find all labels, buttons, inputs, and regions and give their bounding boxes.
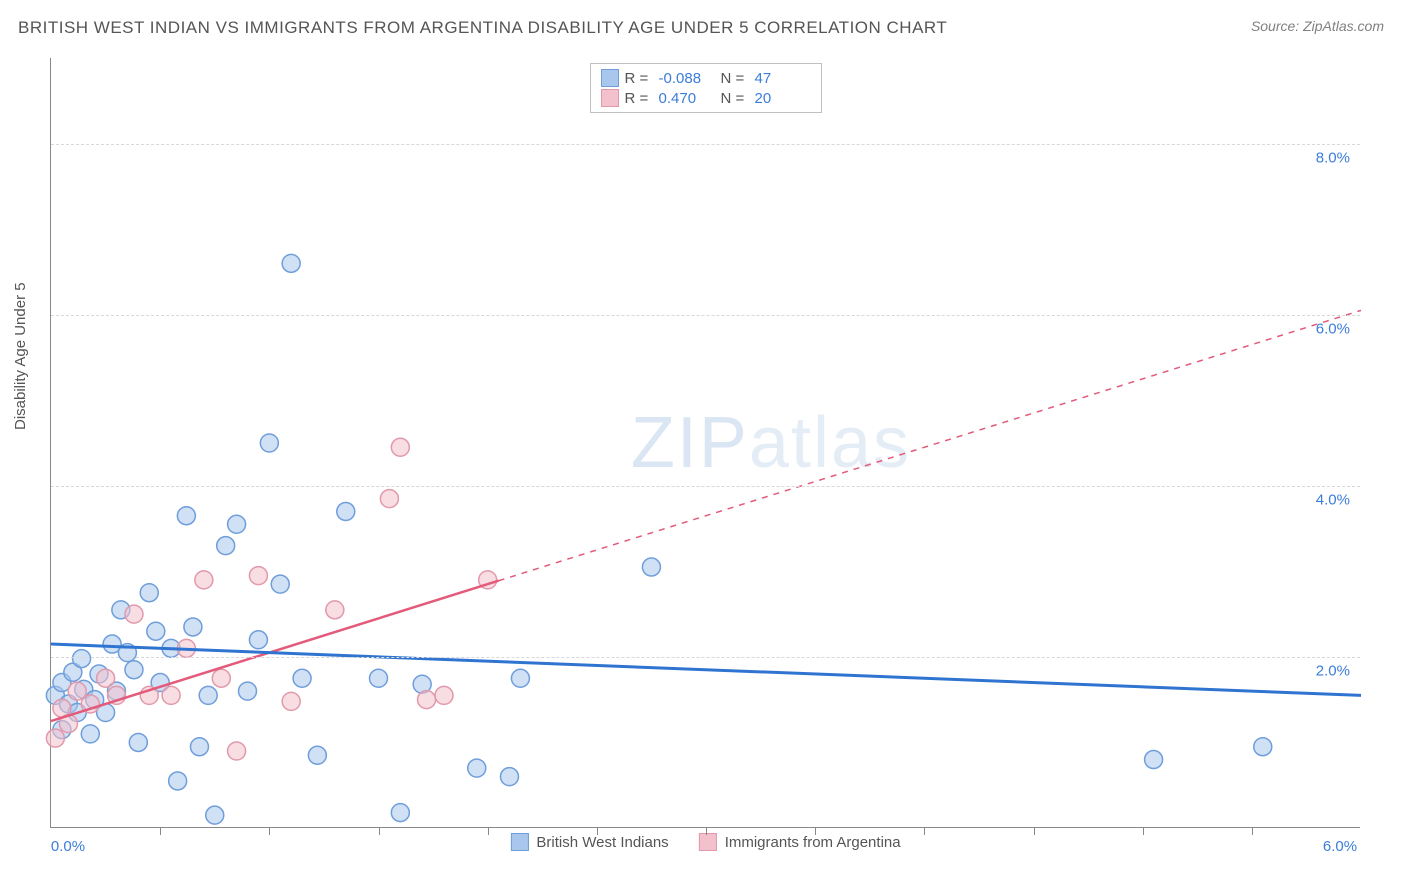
chart-title: BRITISH WEST INDIAN VS IMMIGRANTS FROM A…: [18, 18, 947, 38]
gridline: [51, 486, 1360, 487]
legend-swatch: [699, 833, 717, 851]
data-point: [337, 502, 355, 520]
y-tick-label: 6.0%: [1316, 320, 1350, 337]
data-point: [217, 537, 235, 555]
data-point: [468, 759, 486, 777]
trend-line-extrapolated: [499, 310, 1361, 580]
data-point: [195, 571, 213, 589]
y-tick-label: 2.0%: [1316, 662, 1350, 679]
data-point: [260, 434, 278, 452]
data-point: [73, 650, 91, 668]
x-tick: [706, 827, 707, 835]
data-point: [177, 507, 195, 525]
data-point: [511, 669, 529, 687]
x-tick: [1143, 827, 1144, 835]
data-point: [162, 686, 180, 704]
data-point: [391, 804, 409, 822]
bottom-legend: British West Indians Immigrants from Arg…: [510, 833, 900, 851]
x-tick: [379, 827, 380, 835]
data-point: [97, 669, 115, 687]
data-point: [249, 631, 267, 649]
gridline: [51, 315, 1360, 316]
data-point: [391, 438, 409, 456]
source-label: Source: ZipAtlas.com: [1251, 18, 1384, 34]
data-point: [129, 733, 147, 751]
legend-swatch: [510, 833, 528, 851]
x-tick: [815, 827, 816, 835]
legend-label: British West Indians: [536, 834, 668, 851]
plot-area: ZIPatlas R =-0.088N =47R =0.470N =20 Bri…: [50, 58, 1360, 828]
x-tick: [488, 827, 489, 835]
data-point: [642, 558, 660, 576]
y-axis-label: Disability Age Under 5: [12, 282, 29, 430]
data-point: [282, 692, 300, 710]
data-point: [370, 669, 388, 687]
data-point: [293, 669, 311, 687]
legend-item: British West Indians: [510, 833, 668, 851]
x-tick: [1252, 827, 1253, 835]
x-tick: [597, 827, 598, 835]
x-tick: [1034, 827, 1035, 835]
data-point: [282, 254, 300, 272]
data-point: [46, 729, 64, 747]
data-point: [501, 768, 519, 786]
x-tick: [269, 827, 270, 835]
data-point: [190, 738, 208, 756]
data-point: [271, 575, 289, 593]
data-point: [206, 806, 224, 824]
data-point: [418, 691, 436, 709]
data-point: [169, 772, 187, 790]
data-point: [147, 622, 165, 640]
data-point: [326, 601, 344, 619]
data-point: [140, 584, 158, 602]
data-point: [184, 618, 202, 636]
data-point: [125, 661, 143, 679]
data-point: [212, 669, 230, 687]
data-point: [249, 567, 267, 585]
gridline: [51, 657, 1360, 658]
legend-item: Immigrants from Argentina: [699, 833, 901, 851]
data-point: [308, 746, 326, 764]
x-tick: [924, 827, 925, 835]
data-point: [1145, 751, 1163, 769]
data-point: [435, 686, 453, 704]
y-tick-label: 8.0%: [1316, 149, 1350, 166]
data-point: [81, 725, 99, 743]
data-point: [228, 515, 246, 533]
x-tick-label: 0.0%: [51, 838, 85, 884]
data-point: [125, 605, 143, 623]
x-tick: [160, 827, 161, 835]
legend-label: Immigrants from Argentina: [725, 834, 901, 851]
data-point: [380, 490, 398, 508]
data-point: [239, 682, 257, 700]
y-tick-label: 4.0%: [1316, 491, 1350, 508]
data-point: [1254, 738, 1272, 756]
data-point: [228, 742, 246, 760]
gridline: [51, 144, 1360, 145]
data-point: [199, 686, 217, 704]
chart-svg: [51, 58, 1360, 827]
x-tick-label: 6.0%: [1323, 838, 1357, 884]
